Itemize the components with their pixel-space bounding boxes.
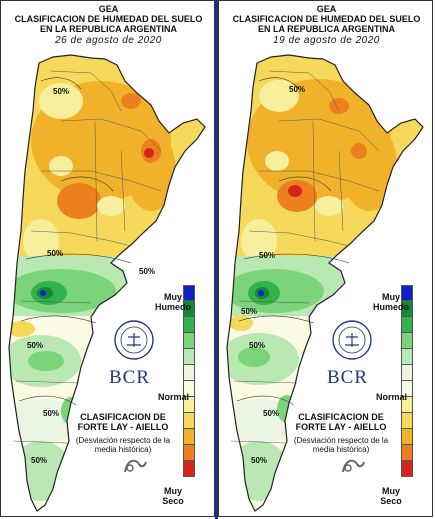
- title-country: EN LA REPUBLICA ARGENTINA: [258, 24, 395, 34]
- legend-swatch: [401, 381, 413, 397]
- contour-label: 50%: [249, 341, 266, 350]
- title-main: CLASIFICACION DE HUMEDAD DEL SUELO: [14, 14, 203, 24]
- legend-label-muy-humedo: Muy Humedo: [373, 292, 409, 312]
- bcr-brand: BCR: [109, 367, 151, 388]
- map-date: 26 de agosto de 2020: [55, 35, 162, 46]
- GEA-logo-icon: [342, 459, 365, 473]
- panel-divider: [215, 0, 218, 519]
- legend-swatch: [183, 429, 195, 445]
- map-date: 19 de agosto de 2020: [273, 35, 380, 46]
- title-main: CLASIFICACION DE HUMEDAD DEL SUELO: [232, 14, 421, 24]
- bcr-seal-icon: [332, 320, 372, 360]
- isolines: [18, 77, 132, 406]
- legend-swatch: [183, 333, 195, 349]
- classification-title: CLASIFICACION DE FORTE LAY - AIELLO: [69, 412, 177, 432]
- legend-swatch: [183, 365, 195, 381]
- soil-moisture-map: [8, 54, 206, 512]
- legend-swatch: [183, 381, 195, 397]
- map-panel-26-agosto: GEA CLASIFICACION DE HUMEDAD DEL SUELO E…: [0, 0, 215, 517]
- isolines: [236, 77, 350, 406]
- legend-swatch: [183, 349, 195, 365]
- soil-moisture-map: [226, 54, 424, 512]
- legend-swatch: [183, 445, 195, 461]
- bcr-brand: BCR: [327, 367, 369, 388]
- legend-swatch: [401, 413, 413, 429]
- title-country: EN LA REPUBLICA ARGENTINA: [40, 24, 177, 34]
- contour-label: 50%: [139, 267, 156, 276]
- classification-title: CLASIFICACION DE FORTE LAY - AIELLO: [287, 412, 395, 432]
- title-gea: GEA: [316, 4, 337, 14]
- classification-line2: FORTE LAY - AIELLO: [77, 422, 169, 432]
- province-borders: [12, 70, 162, 444]
- moisture-legend: [183, 285, 195, 477]
- contour-label: 50%: [47, 249, 64, 258]
- map-panel-19-agosto: GEA CLASIFICACION DE HUMEDAD DEL SUELO E…: [218, 0, 433, 517]
- legend-swatch: [401, 301, 413, 317]
- contour-label: 50%: [31, 456, 48, 465]
- legend-label-normal: Normal: [376, 392, 408, 402]
- contour-label: 50%: [289, 85, 306, 94]
- legend-swatch: [401, 285, 413, 301]
- moisture-legend: [401, 285, 413, 477]
- legend-swatch: [401, 365, 413, 381]
- legend-swatch: [183, 461, 195, 477]
- legend-label-muy-humedo: Muy Humedo: [155, 292, 191, 312]
- GEA-logo-icon: [124, 459, 147, 473]
- legend-swatch: [401, 429, 413, 445]
- legend-swatch: [401, 349, 413, 365]
- contour-label: 50%: [43, 409, 60, 418]
- province-borders: [230, 70, 380, 444]
- bcr-seal-icon: [114, 320, 154, 360]
- legend-swatch: [183, 285, 195, 301]
- legend-swatch: [401, 445, 413, 461]
- classification-note: (Desviación respecto de la media históri…: [293, 436, 389, 454]
- classification-line2: FORTE LAY - AIELLO: [295, 422, 387, 432]
- legend-swatch: [401, 461, 413, 477]
- legend-swatch: [183, 301, 195, 317]
- contour-label: 50%: [27, 341, 44, 350]
- title-gea: GEA: [98, 4, 119, 14]
- contour-label: 50%: [263, 409, 280, 418]
- classification-line1: CLASIFICACION DE: [80, 412, 166, 422]
- legend-swatch: [183, 397, 195, 413]
- legend-label-normal: Normal: [158, 392, 190, 402]
- legend-swatch: [401, 397, 413, 413]
- legend-swatch: [401, 333, 413, 349]
- contour-label: 50%: [53, 87, 70, 96]
- legend-swatch: [183, 317, 195, 333]
- legend-swatch: [183, 413, 195, 429]
- classification-note: (Desviación respecto de la media históri…: [75, 436, 171, 454]
- contour-label: 50%: [259, 251, 276, 260]
- legend-label-muy-seco: Muy Seco: [380, 486, 402, 506]
- classification-line1: CLASIFICACION DE: [298, 412, 384, 422]
- legend-label-muy-seco: Muy Seco: [162, 486, 184, 506]
- legend-swatch: [401, 317, 413, 333]
- contour-label: 50%: [241, 307, 258, 316]
- contour-label: 50%: [251, 456, 268, 465]
